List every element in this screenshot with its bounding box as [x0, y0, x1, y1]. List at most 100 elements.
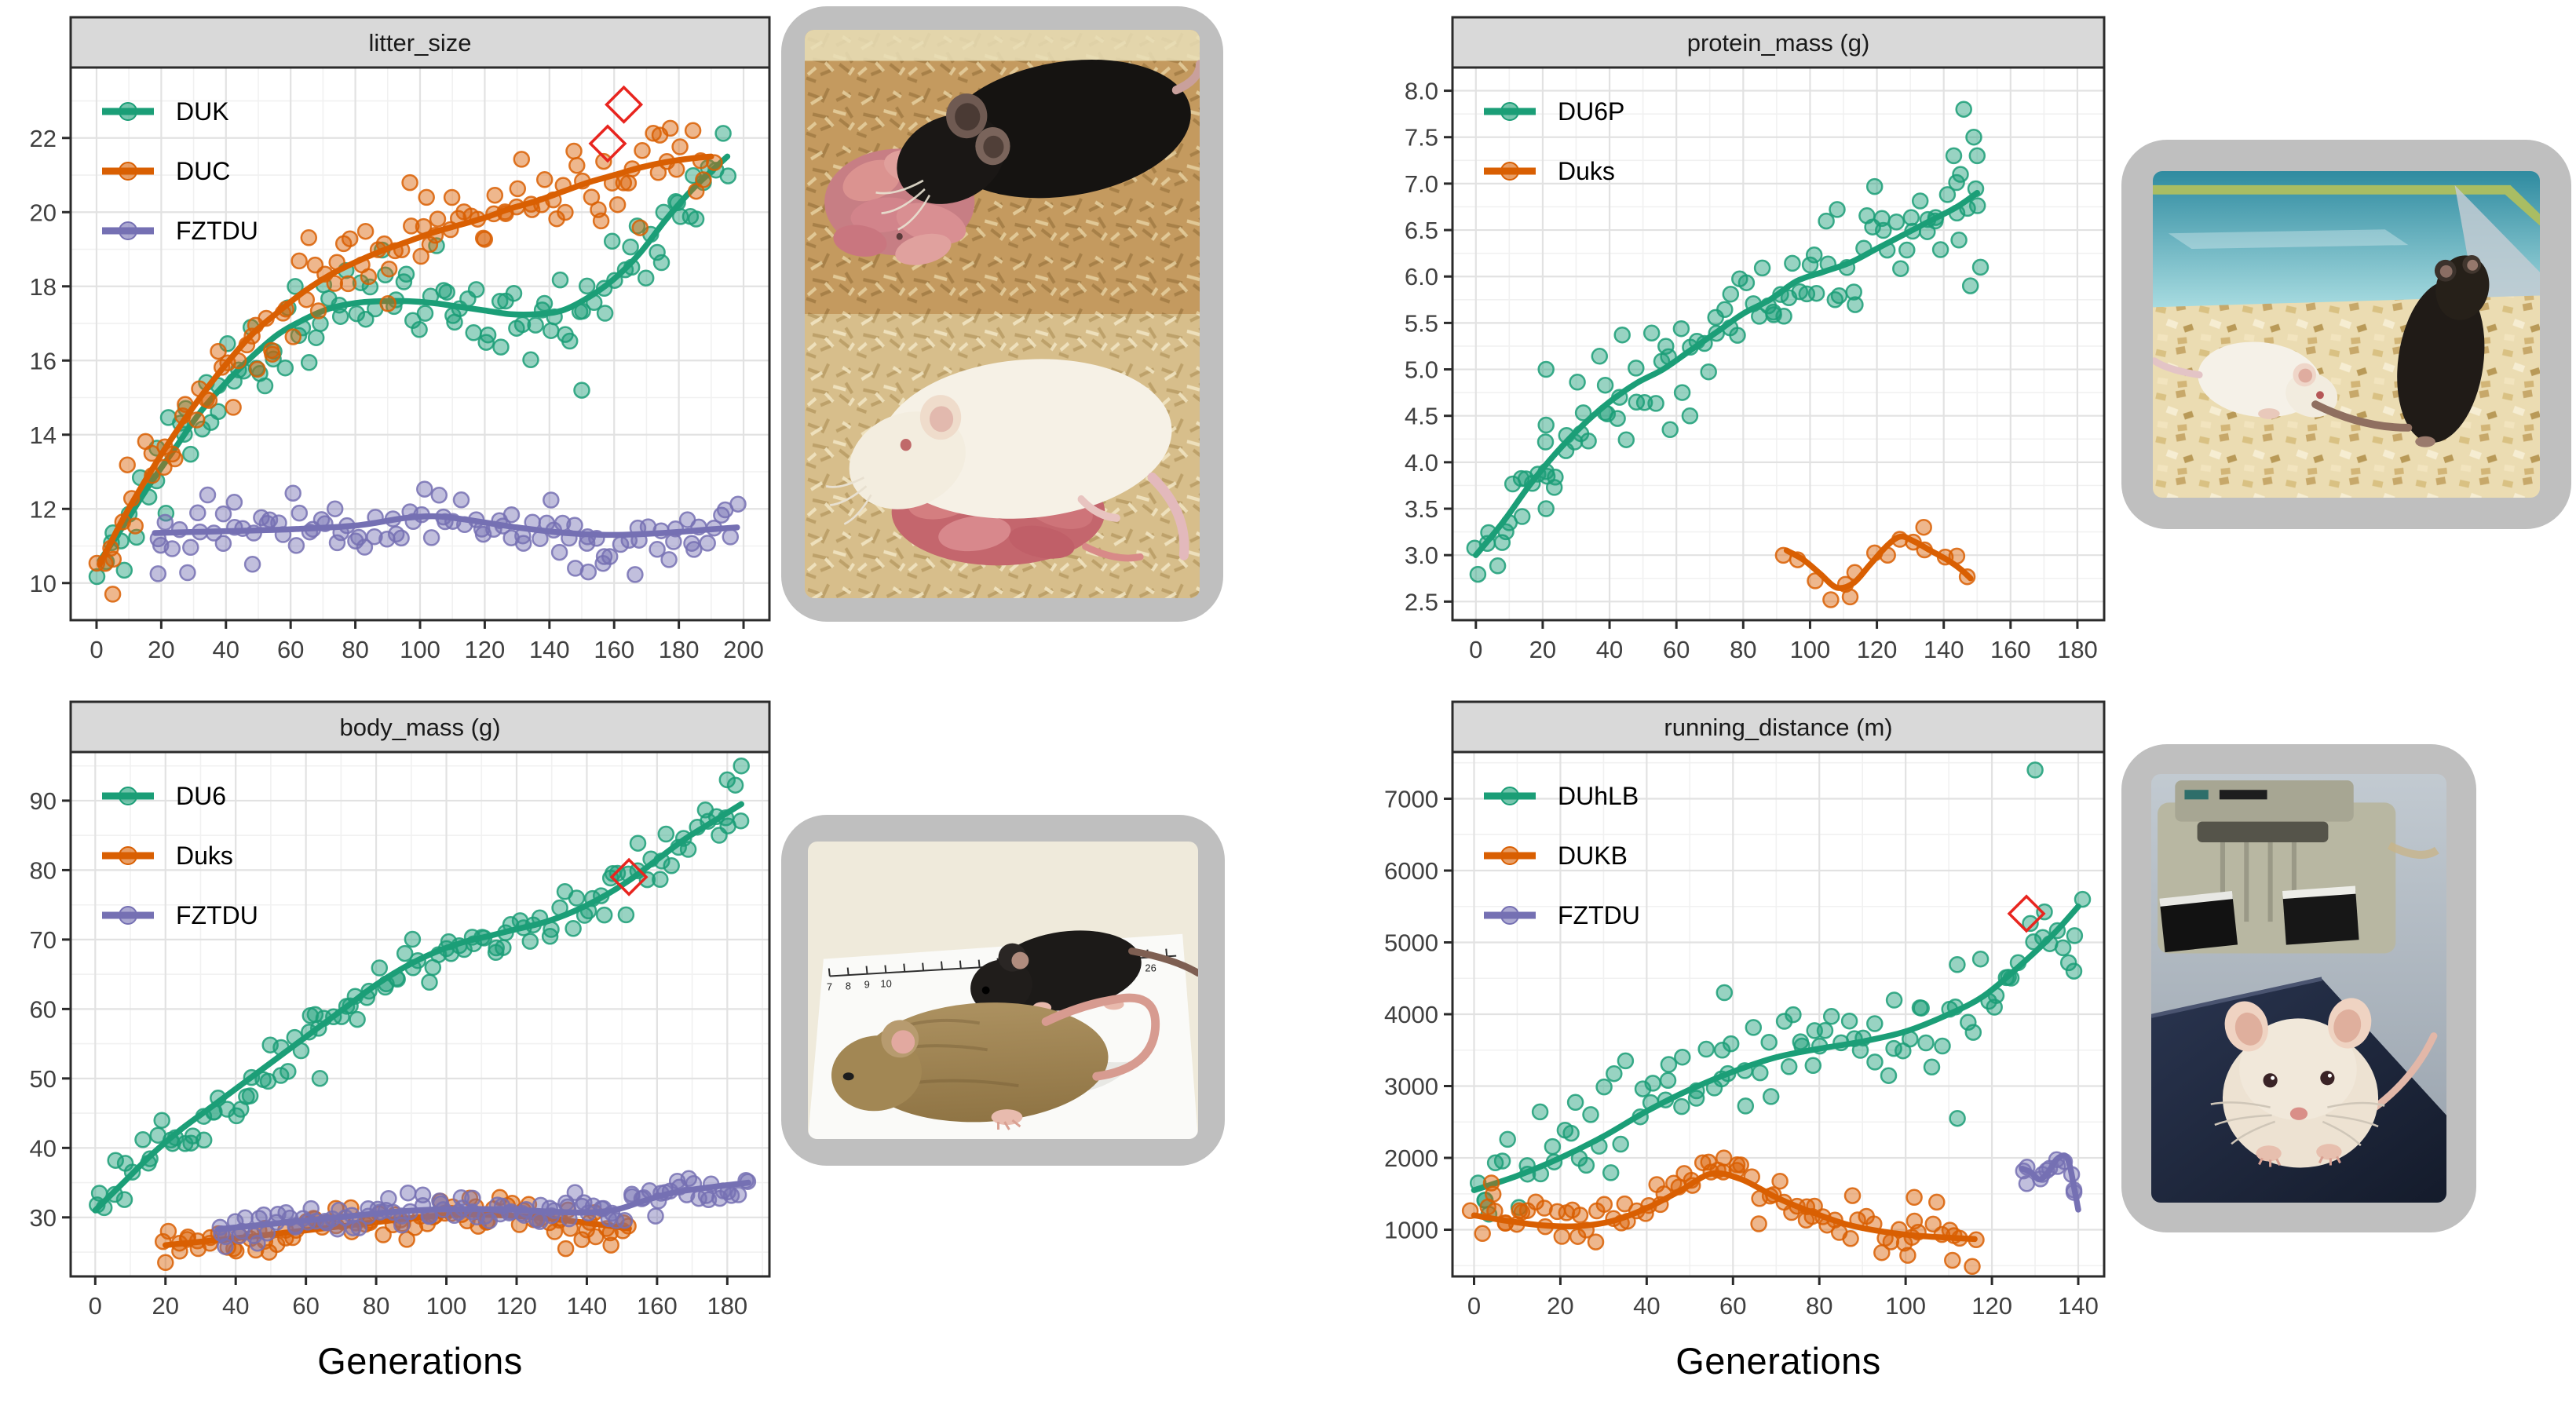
left-eye [2263, 1073, 2278, 1088]
highlight-diamond-DUhLB [2007, 894, 2046, 933]
legend-key-point [119, 162, 137, 181]
legend-label: DU6 [176, 782, 226, 810]
svg-text:40: 40 [222, 1292, 249, 1320]
cage-rim [2153, 184, 2540, 226]
legend-label: FZTDU [176, 901, 258, 929]
series-DUhLB-trend [1471, 903, 2081, 1193]
chart-protein-mass: protein_mass (g) 0 20 40 60 80 100 120 140 160 180… [1383, 6, 2112, 683]
svg-text:14: 14 [30, 422, 57, 449]
legend-label: Duks [1558, 157, 1615, 185]
svg-text:4000: 4000 [1384, 1001, 1438, 1028]
svg-text:80: 80 [30, 856, 57, 884]
svg-text:100: 100 [1885, 1292, 1926, 1320]
series-DUC [88, 119, 723, 603]
tail [2153, 357, 2203, 378]
legend-item-DU6P: DU6P [1484, 97, 1624, 126]
svg-text:7000: 7000 [1384, 785, 1438, 812]
legend-label: DUK [176, 97, 229, 126]
protein-mass-svg: protein_mass (g) 0 20 40 60 80 100 120 140 160 180… [1405, 16, 2106, 663]
legend-key-point [1500, 906, 1519, 925]
svg-text:120: 120 [465, 636, 506, 663]
tail [2311, 400, 2413, 432]
svg-text:22: 22 [30, 125, 57, 152]
left-ear [2224, 1001, 2268, 1052]
svg-text:180: 180 [707, 1292, 747, 1320]
photo-bodymass: 7 8 9 10 25 26 [808, 842, 1198, 1139]
facet-title: body_mass (g) [339, 714, 500, 741]
svg-text:140: 140 [567, 1292, 608, 1320]
svg-text:26: 26 [1145, 962, 1156, 974]
svg-text:20: 20 [152, 1292, 179, 1320]
legend-label: DUKB [1558, 842, 1628, 870]
legend-key-point [1500, 846, 1519, 865]
black-mouse [875, 59, 1200, 231]
svg-text:100: 100 [1790, 636, 1831, 663]
legend-key-point [1500, 787, 1519, 805]
svg-text:40: 40 [1633, 1292, 1660, 1320]
x-axis-title-right: Generations [1675, 1340, 1881, 1382]
nose [2289, 1107, 2308, 1120]
legend-label: Duks [176, 842, 233, 870]
series-DUC-trend [97, 153, 714, 568]
svg-text:6000: 6000 [1384, 857, 1438, 885]
svg-text:60: 60 [1719, 1292, 1746, 1320]
svg-text:3000: 3000 [1384, 1073, 1438, 1101]
legend-key-point [119, 787, 137, 805]
svg-text:10: 10 [30, 570, 57, 597]
svg-text:100: 100 [400, 636, 440, 663]
series-DUKB [1461, 1149, 1985, 1276]
right-paw [2316, 1144, 2342, 1160]
series-DU6-trend [92, 801, 744, 1214]
facet-strip [69, 16, 771, 69]
svg-text:140: 140 [2058, 1292, 2099, 1320]
svg-text:3.0: 3.0 [1405, 542, 1438, 569]
highlight-diamond-DU6 [609, 857, 649, 896]
facet-title: litter_size [369, 29, 472, 57]
tail [1147, 472, 1189, 560]
legend-item-DUC: DUC [102, 157, 230, 185]
legend-label: DU6P [1558, 97, 1624, 126]
series-DUK-points [88, 125, 737, 586]
svg-text:140: 140 [1924, 636, 1964, 663]
svg-text:200: 200 [723, 636, 764, 663]
white-mouse [2153, 341, 2338, 419]
svg-text:18: 18 [30, 273, 57, 301]
svg-text:7: 7 [827, 980, 832, 992]
series-DUhLB [1469, 761, 2092, 1223]
tail [1041, 993, 1160, 1081]
legend-item-FZTDU: FZTDU [102, 901, 258, 929]
svg-text:70: 70 [30, 926, 57, 954]
svg-text:6.0: 6.0 [1405, 263, 1438, 290]
legend: DU6P Duks [1484, 97, 1624, 185]
svg-text:10: 10 [880, 977, 891, 989]
svg-text:1000: 1000 [1384, 1217, 1438, 1244]
svg-text:2000: 2000 [1384, 1145, 1438, 1172]
svg-text:6.5: 6.5 [1405, 217, 1438, 244]
svg-text:7.5: 7.5 [1405, 124, 1438, 152]
photo-frame-running [2121, 744, 2476, 1232]
svg-text:180: 180 [659, 636, 700, 663]
svg-text:0: 0 [89, 1292, 102, 1320]
svg-text:20: 20 [30, 199, 57, 226]
svg-text:20: 20 [1547, 1292, 1573, 1320]
black-mouse [2311, 254, 2490, 447]
white-mouse [2210, 998, 2438, 1168]
legend-item-FZTDU: FZTDU [1484, 901, 1640, 929]
hind-foot [1077, 495, 1120, 522]
legend: DUhLB DUKB FZTDU [1484, 782, 1640, 929]
svg-text:60: 60 [277, 636, 304, 663]
svg-text:4.5: 4.5 [1405, 403, 1438, 430]
legend-item-Duks: Duks [1484, 157, 1615, 185]
series-DU6 [89, 757, 750, 1217]
axis-ticks: 0 20 40 60 80 100 120 140 160 180 30 40 50 60 70 80 90 [30, 787, 748, 1320]
photo-frame-bodymass: 7 8 9 10 25 26 [781, 815, 1225, 1166]
svg-text:60: 60 [292, 1292, 319, 1320]
photo-running [2151, 774, 2446, 1203]
svg-text:140: 140 [529, 636, 570, 663]
black-mouse [970, 930, 1198, 1013]
svg-text:20: 20 [148, 636, 174, 663]
svg-text:4.0: 4.0 [1405, 449, 1438, 476]
legend-key-point [119, 102, 137, 121]
cage-glare [805, 30, 1200, 61]
svg-text:5.0: 5.0 [1405, 356, 1438, 384]
